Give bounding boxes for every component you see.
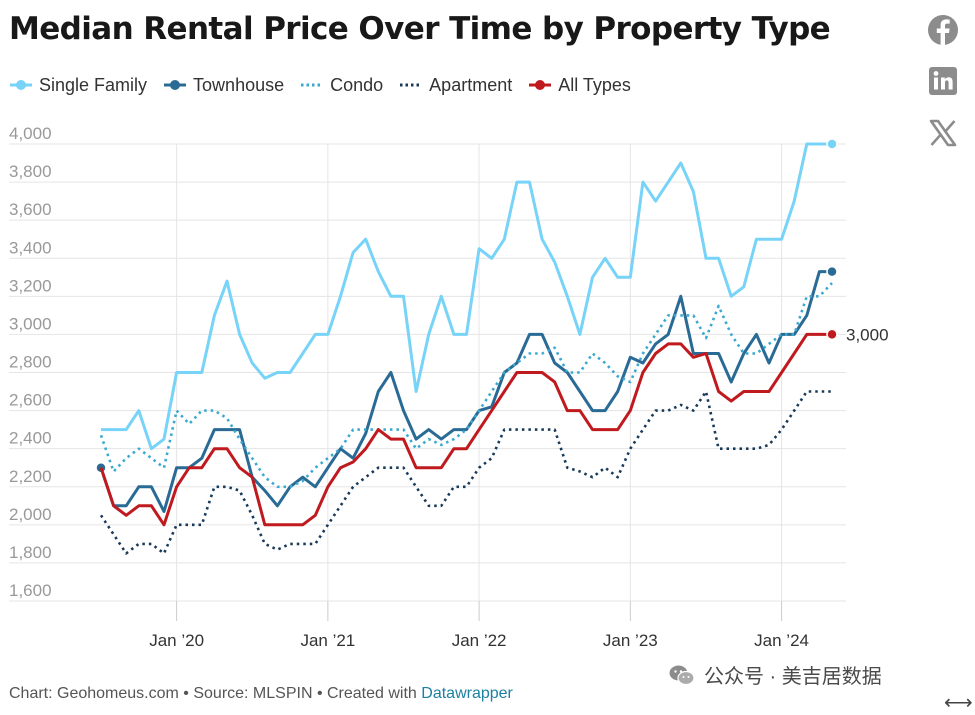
end-dot-townhouse bbox=[826, 265, 838, 278]
linkedin-icon[interactable] bbox=[926, 64, 960, 98]
legend-item-condo: Condo bbox=[300, 75, 383, 96]
series-line-townhouse bbox=[99, 270, 832, 513]
y-tick-label: 3,200 bbox=[9, 276, 52, 295]
y-tick-label: 3,000 bbox=[9, 314, 52, 333]
legend-swatch-apartment bbox=[400, 83, 423, 87]
y-tick-label: 3,600 bbox=[9, 200, 52, 219]
series-line-single-family bbox=[101, 142, 832, 451]
x-icon[interactable] bbox=[926, 116, 960, 150]
x-tick-label: Jan ’20 bbox=[149, 631, 204, 650]
y-tick-label: 2,600 bbox=[9, 391, 52, 410]
grid bbox=[9, 143, 846, 602]
series-line-condo bbox=[99, 282, 833, 489]
series-line-apartment bbox=[99, 390, 832, 555]
y-tick-label: 4,000 bbox=[9, 124, 52, 143]
x-tick-label: Jan ’24 bbox=[754, 631, 809, 650]
y-tick-label: 3,400 bbox=[9, 238, 52, 257]
y-tick-label: 2,000 bbox=[9, 505, 52, 524]
legend-item-all-types: All Types bbox=[528, 75, 631, 96]
end-dot-all-types bbox=[826, 328, 838, 341]
datawrapper-link[interactable]: Datawrapper bbox=[421, 685, 513, 702]
legend-swatch-condo bbox=[301, 83, 324, 87]
footer: Chart: Geohomeus.com • Source: MLSPIN • … bbox=[9, 685, 513, 703]
legend-item-apartment: Apartment bbox=[399, 75, 512, 96]
end-label-all-types: 3,000 bbox=[846, 325, 889, 344]
footer-credit: Chart: Geohomeus.com • Source: MLSPIN • … bbox=[9, 685, 422, 702]
y-tick-label: 2,200 bbox=[9, 467, 52, 486]
y-tick-label: 1,600 bbox=[9, 581, 52, 600]
chart-title: Median Rental Price Over Time by Propert… bbox=[9, 11, 831, 47]
wechat-icon bbox=[669, 665, 695, 685]
legend-label-single-family: Single Family bbox=[39, 74, 148, 95]
legend-label-townhouse: Townhouse bbox=[193, 74, 285, 95]
legend-swatch-all-types bbox=[529, 80, 552, 90]
series-line-all-types bbox=[99, 332, 832, 527]
y-tick-label: 2,800 bbox=[9, 353, 52, 372]
y-axis-ticks: 4,000 3,800 3,600 3,400 3,200 3,000 2,800 2,600… bbox=[9, 124, 52, 600]
x-axis: Jan ’20 Jan ’21 Jan ’22 Jan ’23 Jan ’24 bbox=[149, 601, 809, 650]
x-tick-label: Jan ’22 bbox=[452, 631, 507, 650]
x-tick-label: Jan ’21 bbox=[300, 631, 355, 650]
legend-item-single-family: Single Family bbox=[9, 75, 147, 96]
y-tick-label: 1,800 bbox=[9, 543, 52, 562]
legend-label-condo: Condo bbox=[330, 74, 384, 95]
watermark: 公众号 · 美吉居数据 bbox=[668, 660, 882, 689]
facebook-icon[interactable] bbox=[926, 13, 960, 47]
y-tick-label: 3,800 bbox=[9, 162, 52, 181]
end-dot-single-family bbox=[826, 138, 838, 150]
x-tick-label: Jan ’23 bbox=[603, 631, 658, 650]
legend-swatch-townhouse bbox=[164, 80, 187, 90]
legend-label-apartment: Apartment bbox=[429, 74, 513, 95]
expand-icon[interactable]: ⟷ bbox=[944, 692, 973, 714]
legend-item-townhouse: Townhouse bbox=[163, 75, 284, 96]
legend-label-all-types: All Types bbox=[558, 74, 631, 95]
y-tick-label: 2,400 bbox=[9, 429, 52, 448]
series-lines bbox=[95, 138, 838, 555]
end-labels: 3,000 bbox=[846, 325, 889, 344]
legend: Single Family Townhouse Condo Apartment … bbox=[9, 73, 647, 97]
watermark-text: 公众号 · 美吉居数据 bbox=[704, 666, 882, 688]
legend-swatch-single-family bbox=[10, 80, 32, 90]
